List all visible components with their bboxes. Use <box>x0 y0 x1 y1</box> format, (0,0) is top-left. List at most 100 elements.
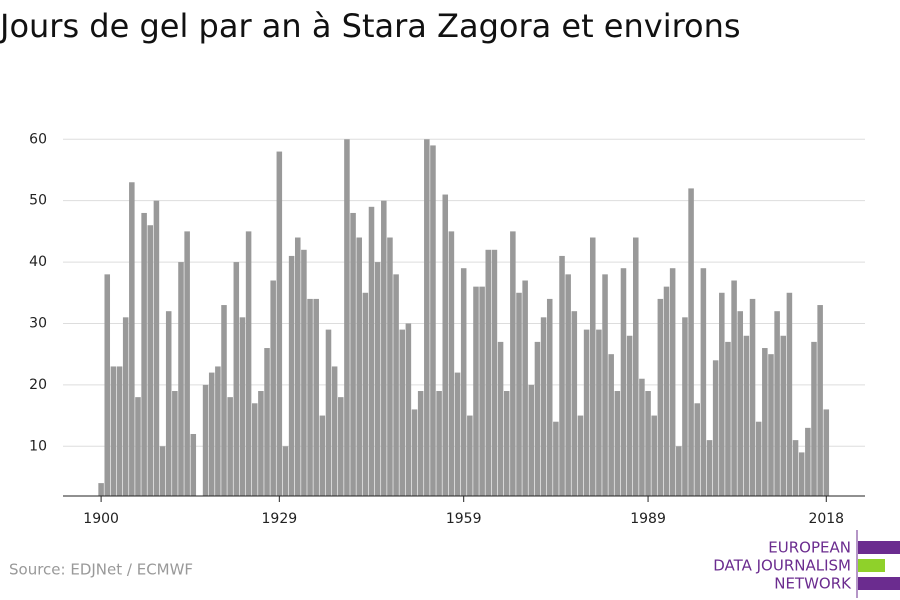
bar <box>147 225 154 496</box>
bar <box>743 335 750 496</box>
x-tick-label: 1959 <box>446 511 482 527</box>
logo-bar <box>858 577 900 590</box>
bar <box>473 286 479 496</box>
bar <box>362 292 369 496</box>
bar <box>583 329 590 496</box>
bar <box>442 194 449 496</box>
bar <box>208 372 215 496</box>
bar <box>190 433 197 496</box>
bar <box>676 446 682 496</box>
bar <box>669 268 676 496</box>
y-tick-label: 60 <box>29 131 47 147</box>
bar <box>688 188 694 496</box>
bar <box>700 268 707 496</box>
bar <box>178 262 184 496</box>
y-tick-label: 40 <box>29 254 47 270</box>
bar <box>233 262 240 496</box>
bar <box>608 354 614 496</box>
y-tick-label: 20 <box>29 377 47 393</box>
bar <box>411 409 418 496</box>
logo-text: DATA JOURNALISM <box>713 557 851 575</box>
bar <box>522 280 528 496</box>
bar <box>245 231 252 496</box>
bar <box>239 317 246 496</box>
bar <box>780 335 787 496</box>
bar <box>540 317 547 496</box>
logo-text: NETWORK <box>774 575 852 593</box>
bar <box>491 249 498 496</box>
bar <box>823 409 830 496</box>
bar <box>798 452 805 496</box>
bar <box>264 348 270 496</box>
bar <box>694 403 700 496</box>
chart-title: Jours de gel par an à Stara Zagora et en… <box>0 7 741 45</box>
bar <box>122 317 129 496</box>
bar <box>356 237 362 496</box>
bar <box>571 311 578 496</box>
bar <box>319 415 326 496</box>
bar <box>712 360 719 496</box>
bar <box>565 274 571 496</box>
bar <box>374 262 381 496</box>
bar <box>288 255 295 496</box>
x-tick-label: 1900 <box>83 511 119 527</box>
bar <box>657 298 664 496</box>
bar <box>110 366 117 496</box>
bar <box>301 249 307 496</box>
bar <box>313 298 319 496</box>
bar <box>172 391 178 496</box>
bar <box>516 292 522 496</box>
bar <box>307 298 313 496</box>
bar <box>387 237 393 496</box>
bar <box>602 274 608 496</box>
bar <box>202 384 209 496</box>
bar <box>215 366 221 496</box>
bar <box>270 280 276 496</box>
bar <box>817 305 823 496</box>
bar <box>725 341 731 496</box>
bar <box>184 231 190 496</box>
bar <box>159 446 166 496</box>
bar <box>338 397 344 496</box>
bar <box>589 237 596 496</box>
bar <box>645 391 651 496</box>
bar <box>417 391 424 496</box>
bar <box>116 366 123 496</box>
bar <box>663 286 670 496</box>
bar <box>350 212 356 497</box>
bar <box>331 366 338 496</box>
bar <box>467 415 473 496</box>
bar <box>325 329 332 496</box>
x-tick-label: 1989 <box>630 511 666 527</box>
logo-bar <box>858 541 900 554</box>
bar <box>762 348 768 496</box>
source: Source: EDJNet / ECMWF <box>9 561 193 579</box>
bar <box>786 292 793 496</box>
logo-text: EUROPEAN <box>768 539 851 557</box>
y-tick-label: 30 <box>29 315 47 331</box>
bar <box>546 298 553 496</box>
bar <box>503 391 510 496</box>
bar <box>651 415 657 496</box>
bar <box>577 415 584 496</box>
bar <box>381 200 387 497</box>
bar <box>553 421 559 496</box>
bar <box>135 397 141 496</box>
bar <box>620 268 627 496</box>
bar <box>436 391 442 496</box>
bar <box>129 182 135 496</box>
x-tick-label: 1929 <box>262 511 298 527</box>
bar <box>719 292 725 496</box>
bar <box>221 305 227 496</box>
bar <box>805 427 811 496</box>
bar <box>258 391 264 496</box>
bar <box>774 311 780 496</box>
bar <box>399 329 406 496</box>
bar <box>626 335 633 496</box>
bar <box>559 255 565 496</box>
bar <box>448 231 455 496</box>
bar <box>424 139 430 496</box>
bar <box>104 274 111 496</box>
bar <box>510 231 516 496</box>
